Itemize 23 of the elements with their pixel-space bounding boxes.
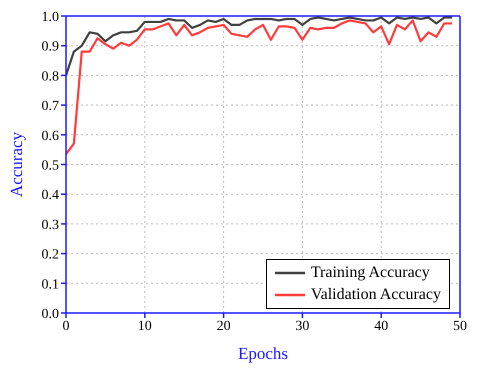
y-tick-label: 0.5 bbox=[42, 158, 59, 174]
y-tick-label: 0.2 bbox=[42, 248, 59, 263]
y-axis-title: Accuracy bbox=[7, 131, 26, 198]
y-tick-label: 0.7 bbox=[42, 99, 59, 114]
x-axis-title: Epochs bbox=[238, 344, 288, 363]
x-tick-label: 30 bbox=[295, 318, 310, 334]
line-series bbox=[66, 19, 454, 156]
y-tick-label: 0.0 bbox=[42, 306, 59, 322]
y-tick-label: 0.4 bbox=[42, 188, 59, 204]
y-tick-label: 0.6 bbox=[42, 128, 59, 144]
x-tick-label: 10 bbox=[138, 318, 152, 334]
y-tick-label: 0.9 bbox=[42, 40, 59, 55]
y-tick-label: 0.3 bbox=[42, 218, 59, 233]
y-tick-label: 0.8 bbox=[42, 69, 59, 84]
x-tick-label: 20 bbox=[216, 318, 231, 334]
x-tick-label: 50 bbox=[453, 318, 467, 334]
legend-label: Training Accuracy bbox=[310, 263, 430, 283]
line-series bbox=[66, 16, 454, 76]
y-tick-label: 0.1 bbox=[42, 277, 59, 292]
y-tick-label: 1.0 bbox=[42, 10, 59, 25]
legend-label: Validation Accuracy bbox=[310, 285, 441, 305]
x-tick-label: 0 bbox=[62, 318, 70, 334]
x-tick-label: 40 bbox=[374, 318, 388, 334]
